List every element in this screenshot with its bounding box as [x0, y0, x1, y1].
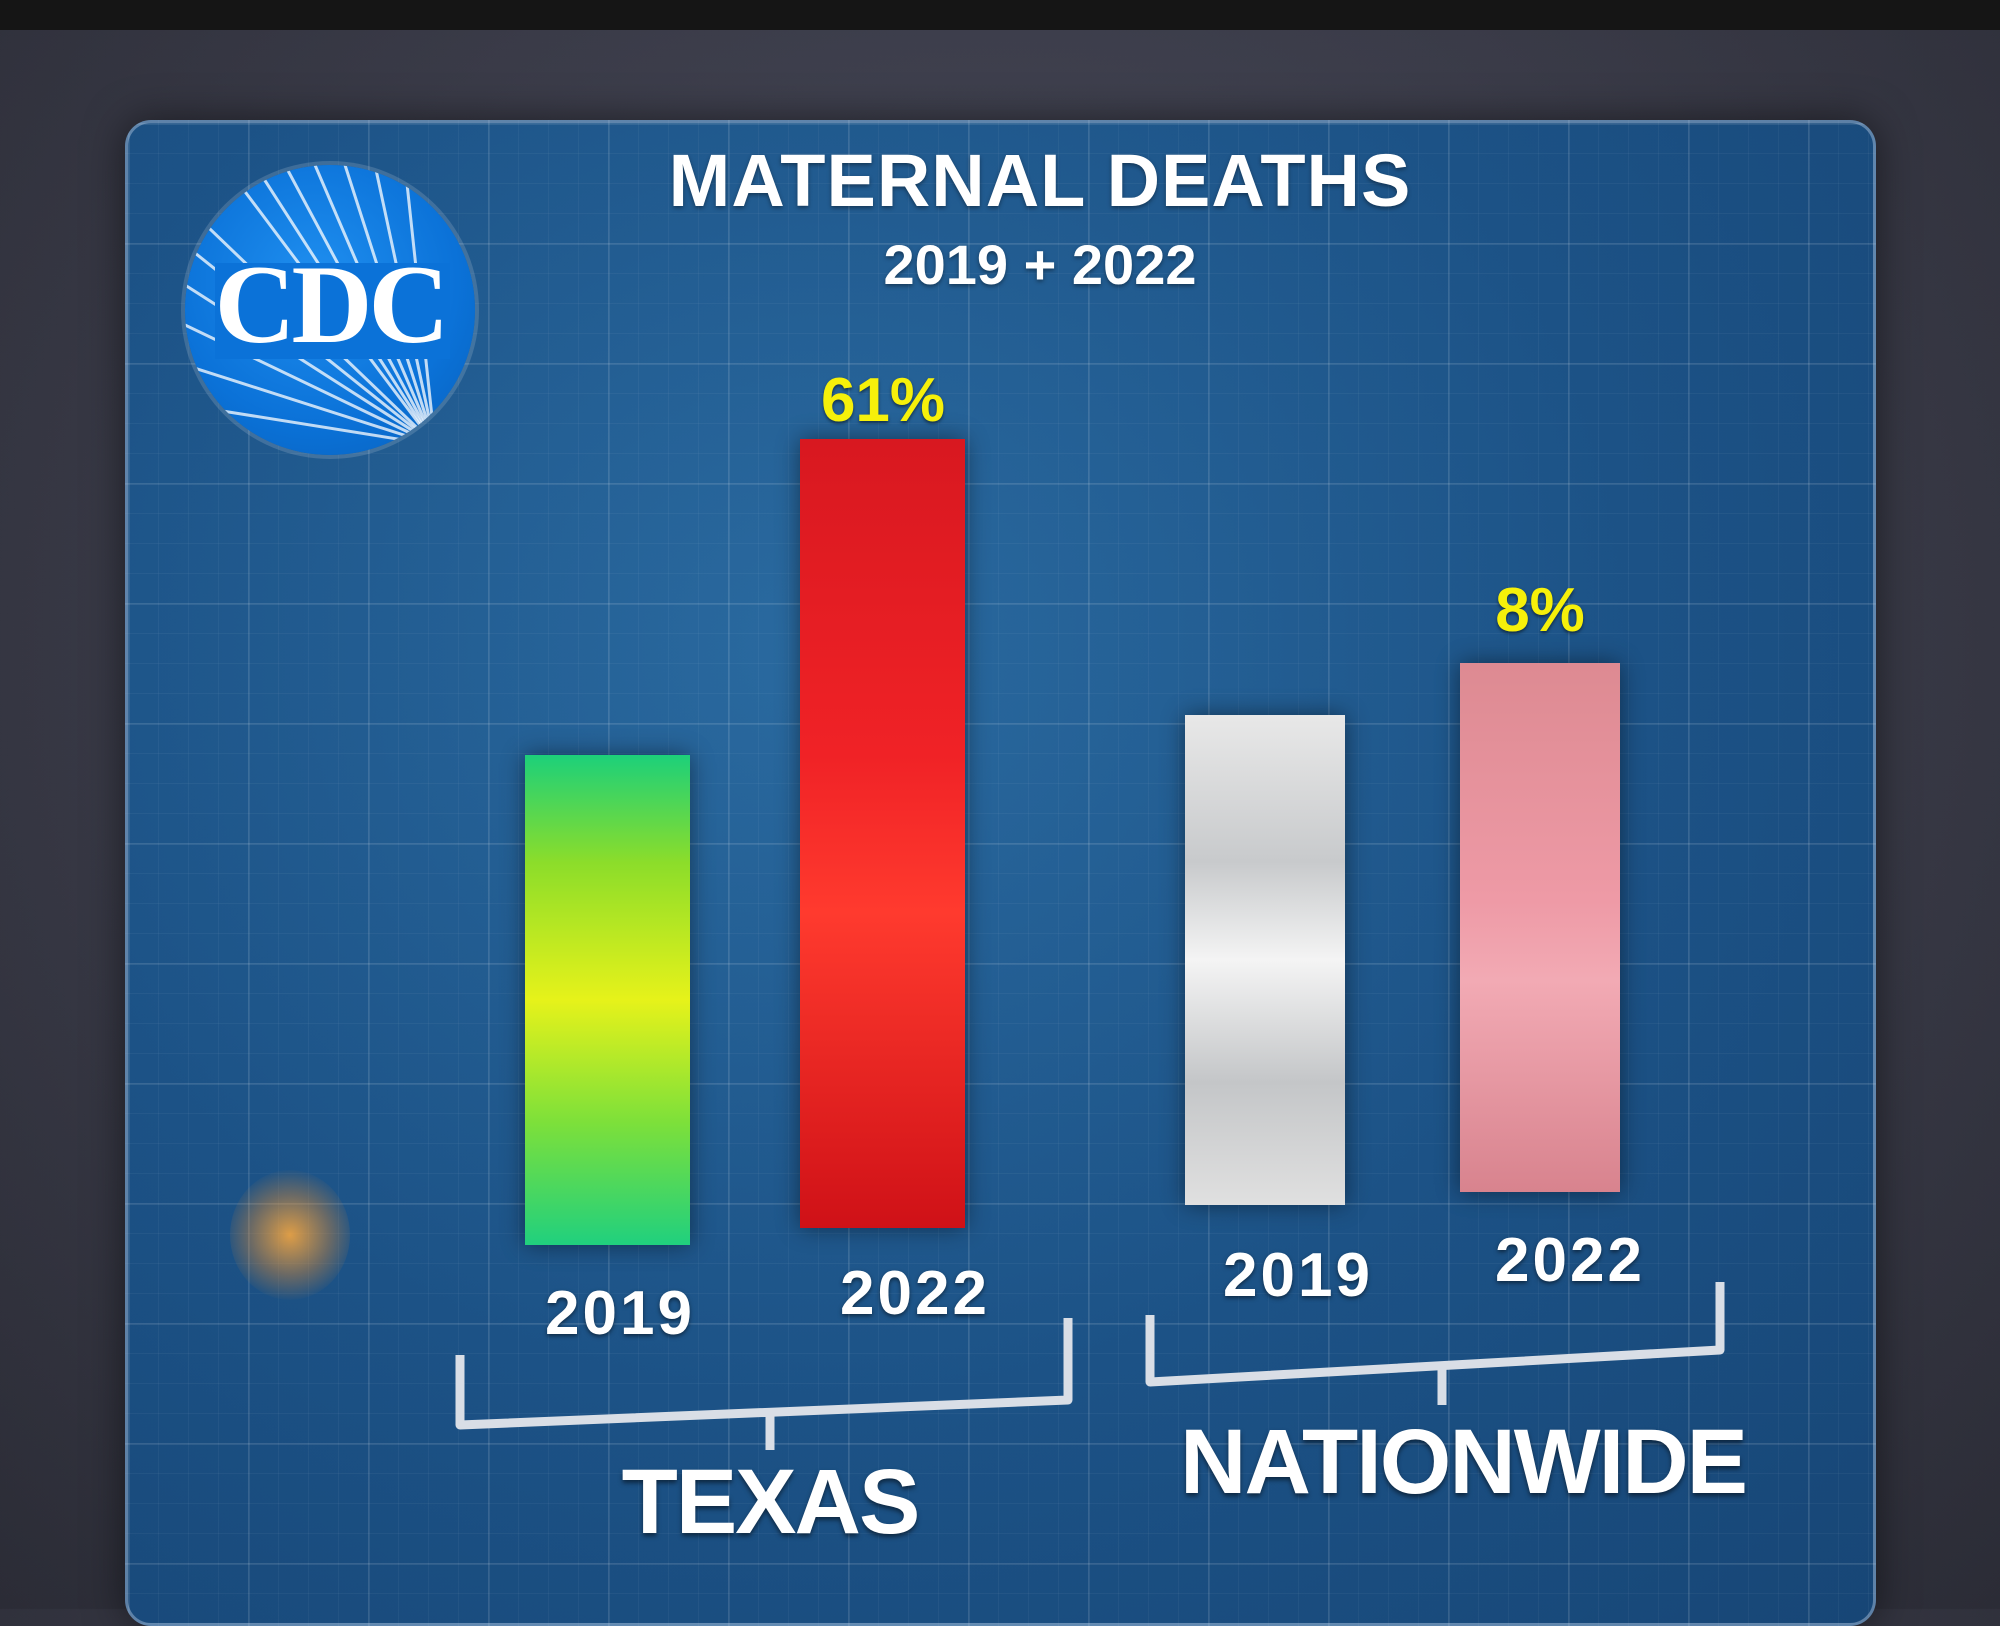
- year-label-texas-2022: 2022: [840, 1259, 990, 1328]
- bracket-nationwide: [1145, 1282, 1725, 1387]
- screen-top-edge: [0, 0, 2000, 30]
- year-label-texas-2019: 2019: [545, 1279, 695, 1348]
- chart-title: MATERNAL DEATHS: [668, 139, 1412, 222]
- bar-nationwide-2019: [1185, 715, 1345, 1205]
- cdc-logo-text: CDC: [214, 242, 450, 367]
- group-label-nationwide: NATIONWIDE: [1180, 1411, 1748, 1513]
- light-reflection: [230, 1170, 350, 1300]
- bar-texas-2022: [800, 439, 965, 1228]
- group-label-texas: TEXAS: [621, 1451, 921, 1553]
- cdc-logo: CDC: [185, 165, 475, 455]
- chart-subtitle: 2019 + 2022: [883, 233, 1197, 296]
- pct-label-nationwide-2022: 8%: [1495, 576, 1585, 645]
- bar-texas-2019: [525, 755, 690, 1245]
- bracket-texas: [455, 1318, 1073, 1430]
- bar-nationwide-2022: [1460, 662, 1620, 1192]
- year-label-nationwide-2019: 2019: [1223, 1241, 1373, 1310]
- pct-label-texas-2022: 61%: [820, 366, 946, 435]
- year-label-nationwide-2022: 2022: [1495, 1226, 1645, 1295]
- cdc-logo-rays: [185, 165, 450, 447]
